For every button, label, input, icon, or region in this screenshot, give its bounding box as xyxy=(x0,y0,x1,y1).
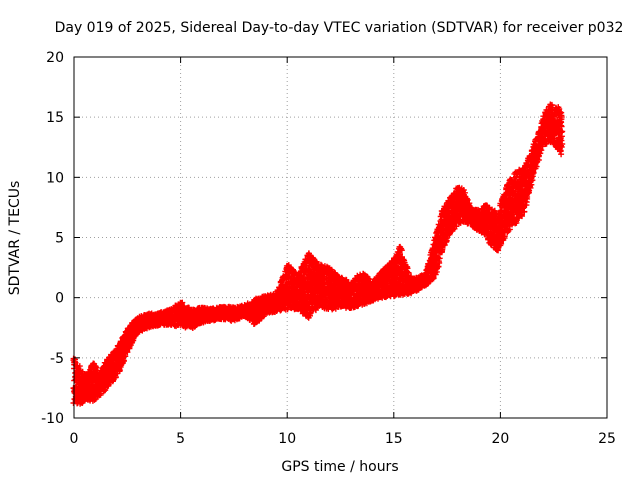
data-point xyxy=(307,310,314,316)
grid-lines xyxy=(74,57,607,418)
data-point xyxy=(124,349,131,356)
data-point xyxy=(113,374,119,381)
data-marks xyxy=(70,101,566,407)
data-point xyxy=(303,260,310,267)
chart-title: Day 019 of 2025, Sidereal Day-to-day VTE… xyxy=(55,20,624,36)
data-point xyxy=(313,258,320,265)
data-point xyxy=(97,391,104,398)
data-point xyxy=(122,353,129,360)
